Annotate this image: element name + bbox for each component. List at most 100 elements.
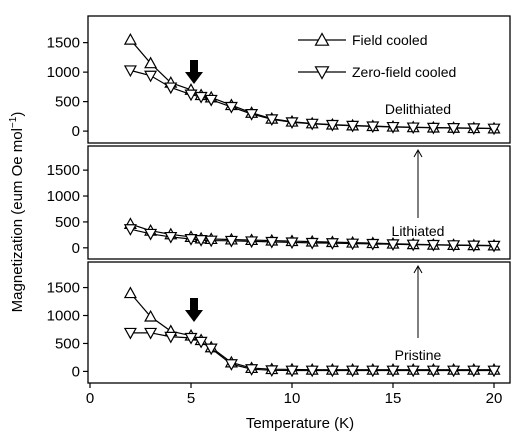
panels-layer: 0 500 1000 1500 Delithiated 0 500 1000 1500 Lithi… (47, 15, 511, 384)
data-point (123, 286, 137, 299)
connector-head (413, 264, 423, 274)
data-point (426, 365, 440, 378)
data-point (346, 365, 360, 378)
panel-frame (87, 15, 511, 144)
y-tick-label: 1500 (47, 35, 80, 52)
data-point (144, 309, 158, 322)
data-point (204, 235, 218, 248)
panel-bottom: 0 500 1000 1500 Pristine (47, 261, 511, 384)
data-point (123, 224, 137, 236)
data-point (144, 228, 158, 241)
legend: Field cooled Zero-field cooled (298, 32, 456, 80)
y-tick-label: 0 (72, 240, 80, 257)
data-point (245, 364, 259, 376)
data-point (194, 235, 208, 247)
y-tick-label: 500 (55, 94, 80, 111)
data-point (123, 65, 137, 78)
data-point (447, 123, 461, 135)
data-point (184, 332, 198, 345)
arrow-shaft (190, 298, 198, 310)
connectors-layer (413, 148, 423, 338)
data-point (487, 123, 501, 136)
data-point (144, 327, 158, 340)
triangle-down-icon (314, 66, 330, 80)
data-point (184, 234, 198, 246)
arrow-shaft (190, 60, 198, 72)
data-point (346, 238, 360, 251)
data-point (194, 336, 208, 349)
data-point (325, 365, 339, 378)
data-point (467, 240, 481, 253)
series-zero-field-cooled (123, 224, 501, 253)
connector-head (413, 148, 423, 158)
data-point (204, 94, 218, 107)
data-point (406, 239, 420, 252)
data-point (487, 240, 501, 253)
data-point (366, 121, 380, 134)
data-point (144, 56, 158, 69)
data-point (305, 118, 319, 131)
x-tick-label: 0 (86, 390, 94, 407)
data-point (224, 235, 238, 248)
data-point (366, 238, 380, 251)
y-tick-label: 500 (55, 335, 80, 352)
panel-label: Delithiated (385, 101, 451, 117)
data-point (285, 237, 299, 250)
data-point (406, 122, 420, 135)
y-axis-title-main: Magnetization (eum Oe mol (9, 128, 26, 312)
panel-frame (87, 261, 511, 384)
data-point (305, 237, 319, 250)
y-tick-label: 0 (72, 123, 80, 140)
arrow-head (185, 72, 203, 84)
data-point (204, 343, 218, 356)
data-point (426, 122, 440, 135)
y-tick-label: 1000 (47, 308, 80, 325)
data-point (123, 327, 137, 340)
data-point (194, 91, 208, 104)
data-point (285, 365, 299, 378)
x-tick-label: 10 (284, 390, 301, 407)
legend-label: Zero-field cooled (352, 64, 456, 80)
data-point (325, 238, 339, 250)
y-axis-title: Magnetization (eum Oe mol−1) (8, 112, 26, 313)
y-tick-label: 1500 (47, 162, 80, 179)
data-point (224, 101, 238, 114)
data-point (224, 359, 238, 371)
x-tick-label: 20 (486, 390, 503, 407)
x-tick-label: 15 (385, 390, 402, 407)
panel-label: Pristine (395, 347, 442, 363)
y-tick-label: 1000 (47, 188, 80, 205)
data-point (265, 365, 279, 378)
y-axis-title-close: ) (9, 112, 26, 117)
series-field-cooled (123, 286, 501, 375)
y-axis-title-sup: −1 (8, 116, 19, 128)
panel-middle: 0 500 1000 1500 Lithiated (47, 145, 511, 260)
data-point (245, 236, 259, 249)
data-point (406, 365, 420, 378)
series-zero-field-cooled (123, 327, 501, 378)
data-point (305, 365, 319, 378)
y-tick-label: 0 (72, 363, 80, 380)
data-point (467, 123, 481, 136)
data-point (164, 331, 178, 344)
data-point (426, 239, 440, 252)
y-tick-label: 1000 (47, 64, 80, 81)
arrow-head (185, 310, 203, 322)
data-point (386, 121, 400, 134)
x-axis-title: Temperature (K) (246, 415, 354, 431)
y-tick-label: 1500 (47, 280, 80, 297)
data-point (386, 239, 400, 252)
legend-entry: Field cooled (298, 32, 428, 48)
series-field-cooled (123, 32, 501, 134)
panel-connector-arrow (413, 148, 423, 218)
data-point (285, 117, 299, 129)
data-point (447, 365, 461, 378)
data-point (487, 365, 501, 378)
panel-top: 0 500 1000 1500 Delithiated (47, 15, 511, 144)
x-tick-label: 5 (187, 390, 195, 407)
transition-arrow (185, 60, 203, 84)
data-point (265, 236, 279, 249)
data-point (447, 240, 461, 252)
legend-entry: Zero-field cooled (298, 64, 456, 80)
data-point (123, 32, 137, 45)
